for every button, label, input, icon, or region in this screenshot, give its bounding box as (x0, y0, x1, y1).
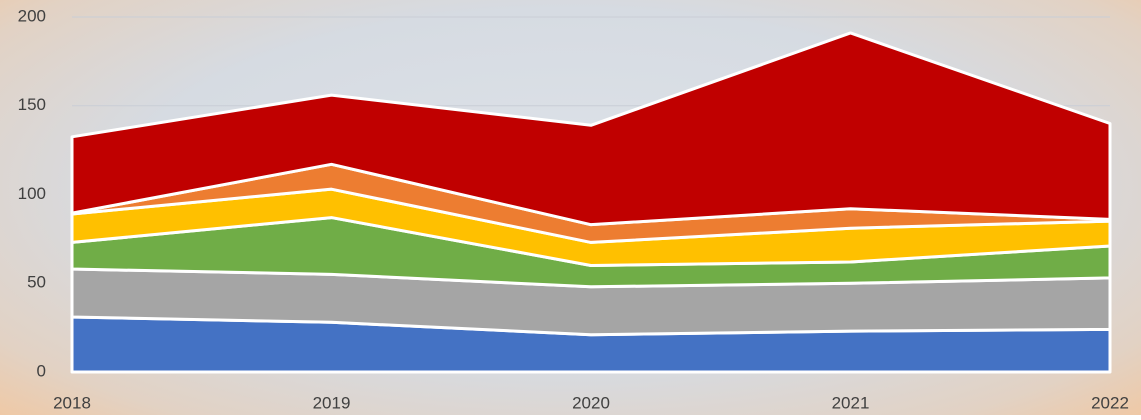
area (70, 31, 1112, 227)
x-tick-label: 2019 (313, 393, 351, 412)
y-tick-label: 100 (18, 184, 46, 203)
x-tick-label: 2018 (53, 393, 91, 412)
x-tick-label: 2022 (1091, 393, 1129, 412)
x-tick-label: 2020 (572, 393, 610, 412)
y-tick-label: 50 (27, 273, 46, 292)
y-tick-label: 200 (18, 6, 46, 25)
y-tick-label: 0 (37, 361, 46, 380)
y-tick-label: 150 (18, 95, 46, 114)
x-tick-label: 2021 (832, 393, 870, 412)
